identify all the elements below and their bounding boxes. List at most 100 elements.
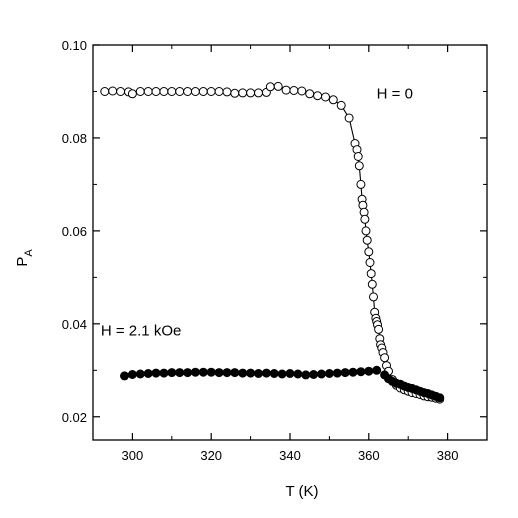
data-point-filled	[317, 369, 326, 379]
series-2	[120, 365, 445, 403]
data-point-open	[214, 87, 224, 96]
data-point-open	[254, 88, 263, 98]
data-point-filled	[254, 369, 263, 378]
data-point-filled	[183, 368, 193, 378]
data-point-open	[369, 292, 378, 302]
data-point-open	[273, 81, 283, 91]
x-tick-label: 340	[279, 448, 301, 463]
y-axis-ticks: 0.02 0.04 0.06 0.08 0.10	[62, 38, 487, 425]
data-point-open	[328, 95, 338, 105]
y-tick-label: 0.04	[62, 317, 87, 332]
data-point-open	[281, 85, 291, 95]
data-point-open	[366, 269, 376, 279]
data-point-filled	[364, 366, 374, 376]
data-point-open	[135, 87, 145, 96]
data-point-filled	[190, 367, 200, 377]
data-point-filled	[340, 368, 350, 378]
annotation-layer: H = 0 H = 2.1 kOe	[101, 85, 413, 339]
data-point-open	[336, 100, 346, 110]
x-axis-ticks: 300 320 340 360 380	[92, 45, 488, 463]
data-point-filled	[175, 368, 185, 378]
annotation-label: H = 0	[377, 85, 413, 102]
data-point-filled	[230, 368, 240, 378]
data-point-open	[183, 87, 193, 96]
data-point-open	[313, 91, 323, 101]
data-point-filled	[151, 368, 161, 378]
plot-frame	[92, 44, 488, 441]
data-point-filled	[324, 369, 334, 378]
data-point-filled	[135, 369, 145, 379]
data-point-open	[100, 87, 110, 96]
annotation-label: H = 2.1 kOe	[101, 322, 181, 339]
data-point-open	[362, 235, 372, 245]
data-point-filled	[206, 367, 216, 377]
plot-area	[92, 44, 488, 441]
data-point-open	[360, 214, 370, 224]
data-point-filled	[348, 367, 358, 377]
y-axis-label-main: P	[14, 257, 31, 267]
data-point-filled	[301, 370, 311, 380]
data-point-open	[364, 247, 374, 257]
data-point-open	[367, 279, 377, 289]
data-point-open	[353, 152, 363, 161]
y-tick-label: 0.06	[62, 224, 87, 239]
data-point-open	[246, 88, 256, 98]
data-point-open	[167, 87, 177, 96]
svg-text:PA: PA	[14, 249, 35, 267]
data-point-open	[108, 86, 118, 96]
data-point-filled	[120, 371, 129, 381]
data-point-filled	[332, 368, 342, 378]
x-tick-label: 320	[200, 448, 222, 463]
data-point-filled	[269, 369, 279, 378]
data-point-open	[361, 226, 371, 236]
data-point-open	[297, 86, 307, 96]
data-point-open	[222, 87, 232, 97]
data-point-open	[143, 87, 153, 96]
data-point-open	[344, 113, 354, 123]
y-tick-label: 0.10	[62, 38, 87, 53]
data-point-open	[321, 92, 330, 102]
y-axis-label: PA	[14, 249, 35, 267]
y-tick-label: 0.02	[62, 410, 87, 425]
x-axis-label: T (K)	[285, 483, 318, 500]
data-point-filled	[261, 368, 271, 378]
data-point-filled	[246, 368, 256, 378]
data-point-filled	[214, 368, 224, 378]
data-point-filled	[159, 368, 169, 378]
x-tick-label: 380	[437, 448, 459, 463]
data-point-open	[238, 88, 248, 98]
data-point-open	[365, 258, 375, 267]
series-1	[100, 81, 445, 404]
data-point-open	[354, 161, 364, 171]
data-point-open	[289, 86, 299, 95]
data-point-open	[356, 179, 366, 189]
data-point-open	[175, 87, 185, 96]
data-point-filled	[127, 370, 137, 379]
series-line	[104, 85, 440, 400]
data-point-filled	[238, 368, 248, 378]
data-point-filled	[222, 368, 232, 378]
data-point-filled	[309, 370, 319, 379]
data-point-filled	[277, 369, 287, 379]
x-tick-label: 360	[358, 448, 380, 463]
data-point-open	[380, 353, 390, 363]
data-point-open	[230, 88, 240, 98]
data-point-filled	[356, 367, 366, 377]
y-axis-label-subscript: A	[23, 249, 35, 257]
data-point-filled	[167, 368, 177, 378]
data-point-open	[198, 87, 208, 96]
data-point-open	[116, 87, 126, 96]
data-point-open	[127, 89, 137, 99]
data-point-open	[305, 89, 315, 99]
data-point-open	[151, 87, 161, 96]
data-point-filled	[198, 367, 208, 377]
data-point-filled	[435, 393, 445, 403]
data-point-open	[190, 87, 200, 96]
data-point-filled	[285, 369, 295, 378]
series-layer	[100, 81, 445, 404]
x-tick-label: 300	[122, 448, 144, 463]
data-point-filled	[372, 365, 382, 375]
data-point-filled	[293, 369, 303, 379]
data-point-open	[265, 82, 275, 92]
